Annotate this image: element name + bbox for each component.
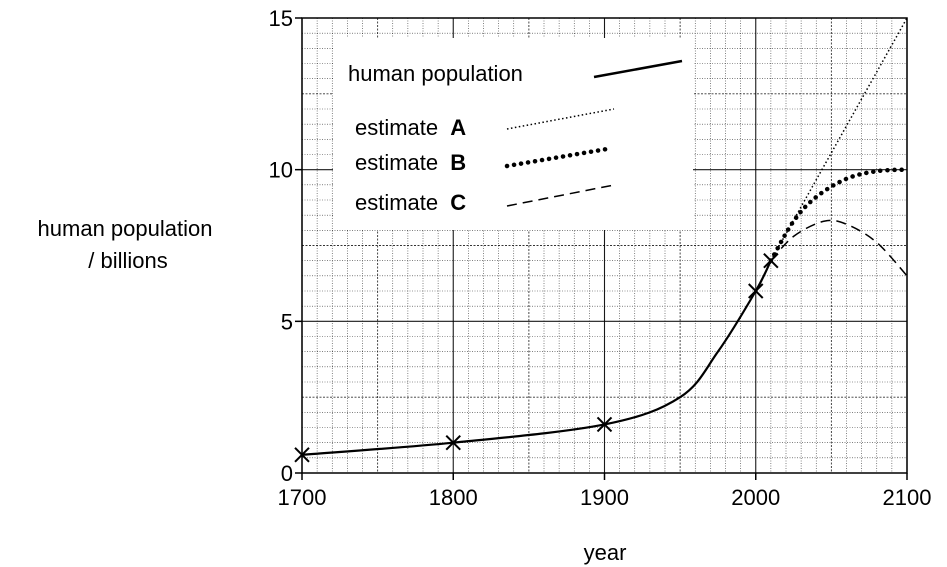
legend-label-human-population: human population bbox=[348, 61, 523, 86]
y-tick-label: 0 bbox=[281, 461, 293, 486]
legend-label-estimate-c-key: C bbox=[450, 190, 466, 215]
x-tick-label: 2100 bbox=[883, 485, 932, 510]
series-layer bbox=[301, 17, 910, 456]
legend-line-estimate-b bbox=[504, 146, 610, 169]
legend-label-estimate-a-key: A bbox=[450, 115, 466, 140]
data-point-marker bbox=[445, 434, 461, 451]
x-tick-label: 1800 bbox=[429, 485, 478, 510]
x-tick-label: 1700 bbox=[278, 485, 327, 510]
legend-label-estimate-b-prefix: estimate bbox=[355, 150, 438, 175]
y-tick-label: 10 bbox=[269, 158, 293, 183]
x-tick-label: 1900 bbox=[580, 485, 629, 510]
legend-line-human-population bbox=[593, 59, 683, 79]
legend-label-estimate-b: estimate B bbox=[355, 150, 466, 175]
y-tick-label: 15 bbox=[269, 6, 293, 31]
y-axis-label-line-1: human population bbox=[38, 216, 213, 241]
data-point-marker bbox=[763, 252, 779, 269]
legend-label-estimate-c: estimate C bbox=[355, 190, 466, 215]
data-point-marker bbox=[748, 283, 764, 299]
x-tick-label: 2000 bbox=[731, 485, 780, 510]
x-axis-ticks: 1700 1800 1900 2000 2100 bbox=[278, 473, 932, 510]
y-axis-label-line-2: / billions bbox=[88, 248, 167, 273]
legend: human population estimate A estimate B e… bbox=[348, 59, 683, 215]
data-point-marker bbox=[596, 416, 613, 433]
series-human-population bbox=[301, 260, 772, 456]
legend-label-estimate-a: estimate A bbox=[355, 115, 466, 140]
series-estimate-b bbox=[768, 167, 910, 263]
legend-label-estimate-b-key: B bbox=[450, 150, 466, 175]
legend-line-estimate-c bbox=[506, 184, 615, 207]
data-point-markers bbox=[294, 252, 779, 463]
series-estimate-c bbox=[770, 219, 908, 277]
legend-label-estimate-a-prefix: estimate bbox=[355, 115, 438, 140]
legend-label-estimate-c-prefix: estimate bbox=[355, 190, 438, 215]
x-axis-label: year bbox=[584, 540, 627, 565]
y-tick-label: 5 bbox=[281, 309, 293, 334]
y-axis-ticks: 0 5 10 15 bbox=[269, 6, 302, 486]
